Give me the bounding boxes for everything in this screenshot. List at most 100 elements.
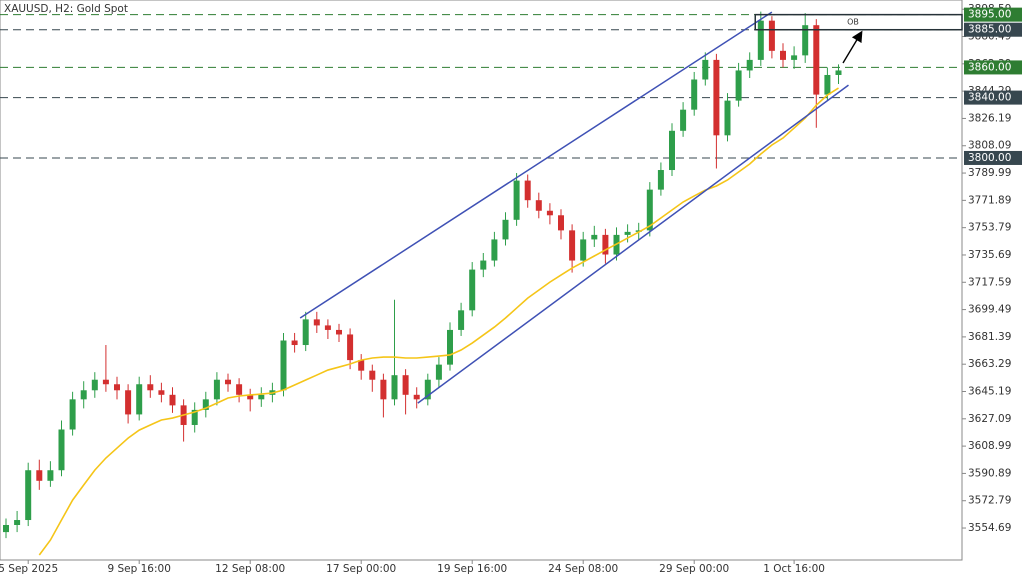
candle-body	[458, 310, 465, 330]
candle-body	[824, 74, 831, 95]
candle-body	[469, 269, 476, 311]
y-tick-label: 3717.59	[968, 276, 1011, 288]
candle-body	[336, 329, 342, 335]
x-tick-label: 12 Sep 08:00	[215, 563, 285, 575]
candle-body	[591, 234, 598, 240]
candle-body	[780, 50, 786, 60]
candle-body	[569, 230, 576, 261]
candle-body	[58, 429, 65, 471]
y-tick-label: 3753.79	[968, 222, 1011, 234]
candle-body	[291, 340, 298, 346]
candle-body	[202, 399, 209, 410]
x-tick-label: 17 Sep 00:00	[326, 563, 396, 575]
candle-body	[802, 25, 809, 56]
candle-body	[835, 70, 842, 75]
y-tick-label: 3826.19	[968, 112, 1011, 124]
y-tick-label: 3771.89	[968, 194, 1011, 206]
x-tick-label: 29 Sep 00:00	[659, 563, 729, 575]
candle-body	[102, 379, 109, 385]
x-tick-label: 9 Sep 16:00	[107, 563, 170, 575]
x-tick-label: 24 Sep 08:00	[548, 563, 618, 575]
candle-body	[258, 394, 265, 400]
candle-body	[524, 180, 531, 201]
level-label: 3800.00	[968, 152, 1011, 164]
candle-body	[25, 470, 32, 521]
y-tick-label: 3645.19	[968, 386, 1011, 398]
candle-body	[413, 394, 420, 400]
candle-body	[491, 239, 498, 261]
y-tick-label: 3554.69	[968, 522, 1011, 534]
candle-body	[580, 239, 587, 261]
candle-body	[213, 379, 220, 400]
level-label: 3840.00	[968, 92, 1011, 104]
candle-body	[191, 409, 198, 425]
candle-body	[669, 130, 675, 171]
candle-body	[447, 329, 453, 365]
ob-label: OB	[847, 18, 859, 27]
candle-body	[347, 334, 354, 361]
candle-body	[435, 364, 442, 380]
candle-body	[324, 325, 331, 330]
candle-body	[624, 231, 631, 235]
candle-body	[358, 360, 365, 371]
level-label-box	[964, 60, 1022, 75]
candle-body	[136, 384, 143, 415]
ob-zone	[754, 13, 963, 31]
level-label: 3895.00	[968, 9, 1011, 21]
candle-body	[147, 384, 154, 391]
level-label-box	[964, 90, 1022, 105]
x-tick-label: 5 Sep 2025	[0, 563, 58, 575]
candle-body	[3, 525, 9, 533]
candle-body	[391, 375, 398, 400]
candle-body	[80, 390, 87, 400]
candle-body	[657, 170, 664, 190]
arrow	[842, 30, 863, 64]
candle-body	[502, 219, 509, 240]
candle-body	[646, 189, 653, 231]
y-tick-label: 3681.39	[968, 331, 1011, 343]
candle-body	[735, 70, 742, 101]
candle-body	[680, 109, 687, 131]
candle-body	[369, 370, 376, 380]
candle-body	[424, 379, 431, 400]
candle-body	[280, 340, 287, 391]
candle-body	[14, 520, 21, 525]
candle-body	[546, 210, 553, 216]
candle-body	[69, 399, 76, 430]
candle-body	[558, 215, 564, 231]
candle-body	[302, 319, 309, 346]
candle-body	[724, 100, 731, 136]
y-tick-label: 3608.99	[968, 440, 1011, 452]
candle-body	[813, 25, 820, 95]
candle-body	[36, 470, 43, 481]
y-tick-label: 3590.89	[968, 467, 1011, 479]
candle-body	[480, 260, 487, 270]
chart-title: XAUUSD, H2: Gold Spot	[4, 3, 128, 15]
candle-body	[125, 390, 132, 415]
candle-body	[513, 180, 520, 220]
y-tick-label: 3735.69	[968, 249, 1011, 261]
plot-area	[0, 0, 963, 561]
y-tick-label: 3699.49	[968, 304, 1011, 316]
candle-body	[225, 379, 231, 385]
level-label: 3885.00	[968, 24, 1011, 36]
candle-body	[313, 319, 320, 326]
candle-body	[402, 375, 409, 395]
candle-body	[757, 20, 764, 60]
candle-body	[47, 470, 54, 481]
y-tick-label: 3572.79	[968, 495, 1011, 507]
level-label-box	[964, 7, 1022, 22]
candle-body	[602, 234, 609, 255]
candle-body	[236, 384, 243, 395]
y-tick-label: 3663.29	[968, 358, 1011, 370]
x-tick-label: 1 Oct 16:00	[763, 563, 825, 575]
candle-body	[691, 79, 698, 110]
candle-body	[791, 55, 798, 60]
y-tick-label: 3808.09	[968, 140, 1011, 152]
candle-body	[746, 59, 753, 71]
candle-body	[380, 379, 387, 400]
candle-body	[768, 20, 775, 51]
candle-body	[114, 384, 120, 391]
